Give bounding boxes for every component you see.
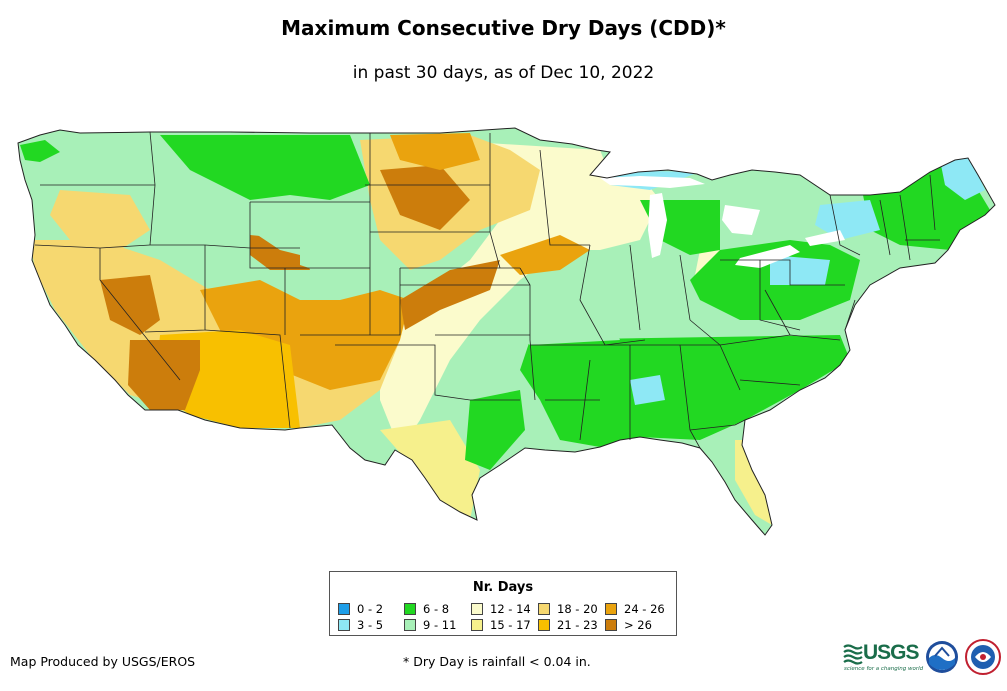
map-subtitle: in past 30 days, as of Dec 10, 2022	[352, 63, 655, 83]
legend-swatch	[605, 619, 617, 631]
state-boundaries	[34, 131, 940, 449]
legend-label: 15 - 17	[490, 618, 531, 632]
zone-over-26-sw-desert	[128, 340, 200, 410]
zone-3-5-pennsylvania	[770, 255, 830, 285]
zone-6-8-northern-rockies	[160, 135, 370, 200]
legend-item: 0 - 2	[338, 602, 383, 616]
legend-item: 12 - 14	[471, 602, 531, 616]
legend: Nr. Days 0 - 2 3 - 5 6 - 8 9 - 11 12 - 1…	[329, 571, 677, 636]
lake-michigan	[648, 193, 667, 258]
legend-item: 9 - 11	[404, 618, 456, 632]
zone-over-26-kansas	[400, 260, 500, 330]
legend-item: 24 - 26	[605, 602, 665, 616]
usgs-logo-text: USGS	[863, 641, 920, 664]
lake-erie	[735, 245, 800, 268]
legend-label: 21 - 23	[557, 618, 598, 632]
zone-3-5-alabama	[630, 375, 665, 405]
lake-huron	[722, 205, 760, 235]
legend-item: > 26	[605, 618, 652, 632]
zone-12-14-upper-midwest	[550, 170, 660, 250]
legend-swatch	[471, 619, 483, 631]
legend-item: 6 - 8	[404, 602, 449, 616]
lake-superior	[600, 176, 705, 188]
legend-item: 3 - 5	[338, 618, 383, 632]
legend-swatch	[471, 603, 483, 615]
zone-6-8-olympic-peninsula	[20, 140, 60, 162]
legend-item: 15 - 17	[471, 618, 531, 632]
usgs-tagline: science for a changing world	[844, 666, 924, 672]
legend-label: 3 - 5	[357, 618, 384, 632]
legend-swatch	[338, 619, 350, 631]
zone-6-8-east-texas	[465, 390, 525, 470]
legend-label: 12 - 14	[490, 602, 531, 616]
zone-15-17-south-texas	[380, 420, 480, 520]
noaa-logo-icon	[926, 641, 958, 673]
legend-label: > 26	[624, 618, 652, 632]
zone-9-11-colorado	[300, 230, 380, 275]
dry-day-definition: * Dry Day is rainfall < 0.04 in.	[403, 654, 591, 669]
legend-swatch	[338, 603, 350, 615]
legend-label: 18 - 20	[557, 602, 598, 616]
lake-ontario	[805, 230, 845, 246]
legend-swatch	[538, 603, 550, 615]
legend-swatch	[605, 603, 617, 615]
legend-label: 9 - 11	[423, 618, 457, 632]
legend-title: Nr. Days	[472, 580, 534, 595]
agency-logos: USGS science for a changing world	[843, 637, 1003, 682]
legend-label: 0 - 2	[357, 602, 384, 616]
zone-6-8-southeast	[520, 335, 850, 447]
zone-18-20-oregon	[50, 190, 150, 250]
producer-credit: Map Produced by USGS/EROS	[10, 654, 196, 669]
map-title: Maximum Consecutive Dry Days (CDD)*	[281, 16, 726, 40]
zone-15-17-florida	[735, 440, 772, 525]
legend-label: 6 - 8	[423, 602, 450, 616]
legend-swatch	[404, 603, 416, 615]
usgs-wave-icon	[843, 644, 863, 665]
legend-swatch	[404, 619, 416, 631]
zone-12-14-plains	[380, 140, 620, 450]
zone-over-26-dakotas	[380, 165, 470, 230]
zone-24-26-north-dakota	[390, 133, 480, 170]
legend-item: 18 - 20	[538, 602, 598, 616]
zone-3-5-upstate-ny	[815, 200, 880, 240]
nws-logo-icon	[965, 639, 1001, 675]
zone-over-26-nevada	[100, 275, 160, 335]
legend-item: 21 - 23	[538, 618, 598, 632]
legend-label: 24 - 26	[624, 602, 665, 616]
legend-swatch	[538, 619, 550, 631]
dry-day-zones	[18, 132, 990, 525]
